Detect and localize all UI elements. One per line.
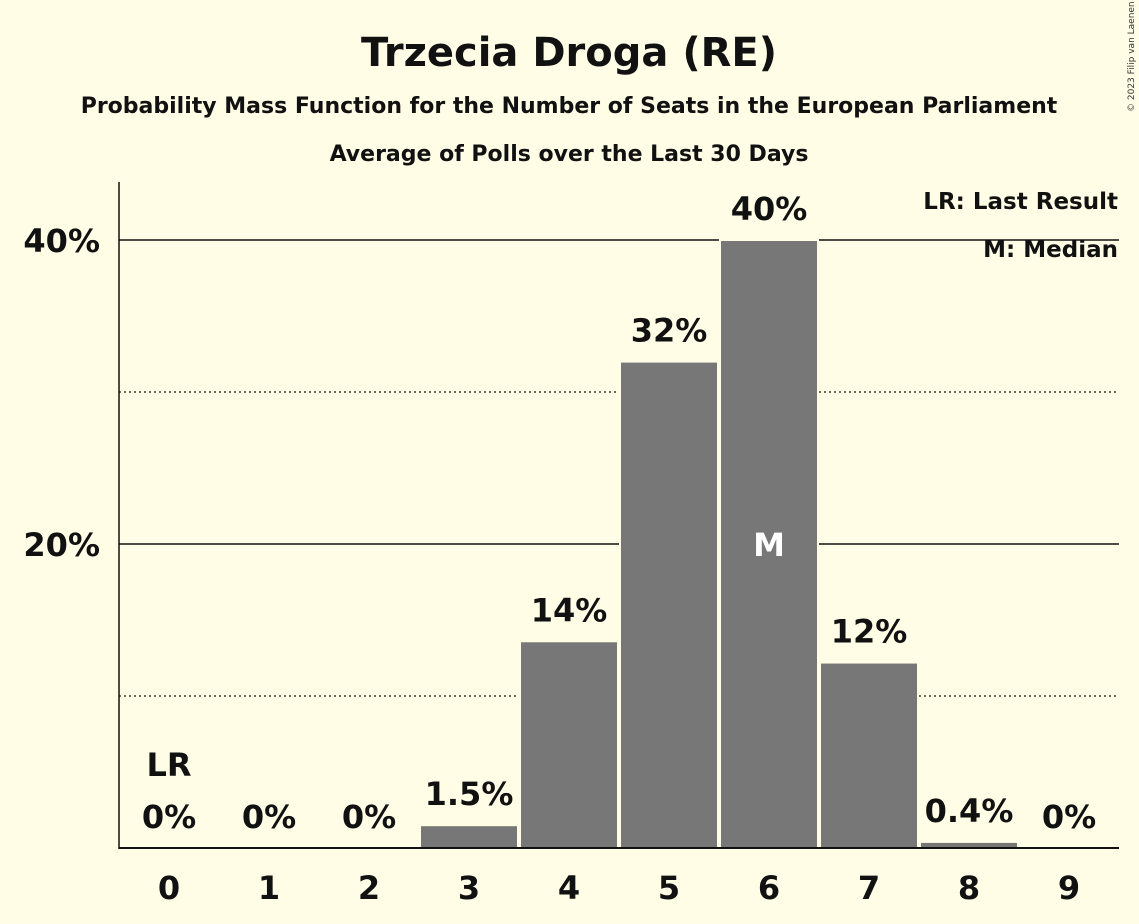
marker-lr: LR	[146, 746, 191, 784]
bar-seat-6	[719, 239, 819, 849]
bars	[419, 239, 1019, 850]
x-tick-label: 6	[758, 869, 780, 907]
value-label-seat-9: 0%	[1042, 798, 1096, 836]
tick-labels: 0 1 2 3 4 5 6 7 8 9 20% 40%	[23, 222, 1080, 907]
x-tick-label: 7	[858, 869, 880, 907]
value-label-seat-1: 0%	[242, 798, 296, 836]
value-label-seat-4: 14%	[531, 591, 608, 629]
x-tick-label: 2	[358, 869, 380, 907]
x-tick-label: 3	[458, 869, 480, 907]
axes	[118, 182, 1119, 849]
y-tick-label: 20%	[23, 526, 100, 564]
bar-seat-5	[619, 360, 719, 849]
y-tick-label: 40%	[23, 222, 100, 260]
chart-subtitle: Probability Mass Function for the Number…	[81, 94, 1058, 119]
x-tick-label: 0	[158, 869, 180, 907]
value-label-seat-6: 40%	[731, 190, 808, 228]
chart-subtitle-secondary: Average of Polls over the Last 30 Days	[330, 142, 809, 167]
copyright-notice: © 2023 Filip van Laenen	[1127, 1, 1137, 112]
bar-value-labels: 0% 0% 0% 1.5% 14% 32% 40% 12% 0.4% 0% LR M	[142, 190, 1096, 836]
x-tick-label: 5	[658, 869, 680, 907]
x-tick-label: 9	[1058, 869, 1080, 907]
legend-entry-median: M: Median	[983, 237, 1118, 263]
value-label-seat-5: 32%	[631, 312, 708, 350]
value-label-seat-3: 1.5%	[425, 775, 514, 813]
bar-seat-7	[819, 661, 919, 849]
x-tick-label: 4	[558, 869, 580, 907]
legend-entry-last-result: LR: Last Result	[923, 189, 1118, 215]
value-label-seat-8: 0.4%	[925, 792, 1014, 830]
value-label-seat-7: 12%	[831, 613, 908, 651]
value-label-seat-0: 0%	[142, 798, 196, 836]
x-tick-label: 1	[258, 869, 280, 907]
marker-m: M	[753, 526, 785, 564]
chart-title: Trzecia Droga (RE)	[361, 30, 777, 76]
value-label-seat-2: 0%	[342, 798, 396, 836]
bar-seat-3	[419, 824, 519, 850]
x-tick-label: 8	[958, 869, 980, 907]
bar-seat-4	[519, 640, 619, 850]
